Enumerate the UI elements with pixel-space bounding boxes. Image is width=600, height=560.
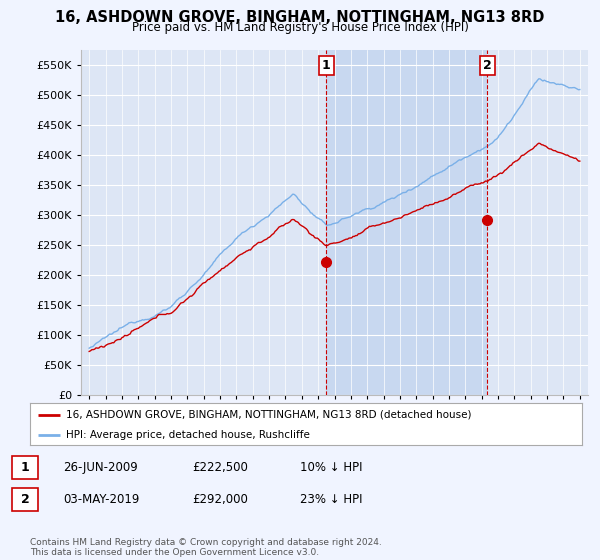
Text: £222,500: £222,500 xyxy=(192,461,248,474)
Text: 1: 1 xyxy=(21,461,29,474)
Bar xyxy=(326,50,487,395)
Text: 10% ↓ HPI: 10% ↓ HPI xyxy=(300,461,362,474)
Text: Contains HM Land Registry data © Crown copyright and database right 2024.
This d: Contains HM Land Registry data © Crown c… xyxy=(30,538,382,557)
Text: HPI: Average price, detached house, Rushcliffe: HPI: Average price, detached house, Rush… xyxy=(66,430,310,440)
Text: Price paid vs. HM Land Registry's House Price Index (HPI): Price paid vs. HM Land Registry's House … xyxy=(131,21,469,34)
Text: 2: 2 xyxy=(21,493,29,506)
Text: 16, ASHDOWN GROVE, BINGHAM, NOTTINGHAM, NG13 8RD (detached house): 16, ASHDOWN GROVE, BINGHAM, NOTTINGHAM, … xyxy=(66,409,472,419)
Text: £292,000: £292,000 xyxy=(192,493,248,506)
Text: 03-MAY-2019: 03-MAY-2019 xyxy=(63,493,139,506)
Text: 26-JUN-2009: 26-JUN-2009 xyxy=(63,461,138,474)
Text: 23% ↓ HPI: 23% ↓ HPI xyxy=(300,493,362,506)
Text: 1: 1 xyxy=(322,59,331,72)
Text: 16, ASHDOWN GROVE, BINGHAM, NOTTINGHAM, NG13 8RD: 16, ASHDOWN GROVE, BINGHAM, NOTTINGHAM, … xyxy=(55,10,545,25)
Text: 2: 2 xyxy=(483,59,491,72)
